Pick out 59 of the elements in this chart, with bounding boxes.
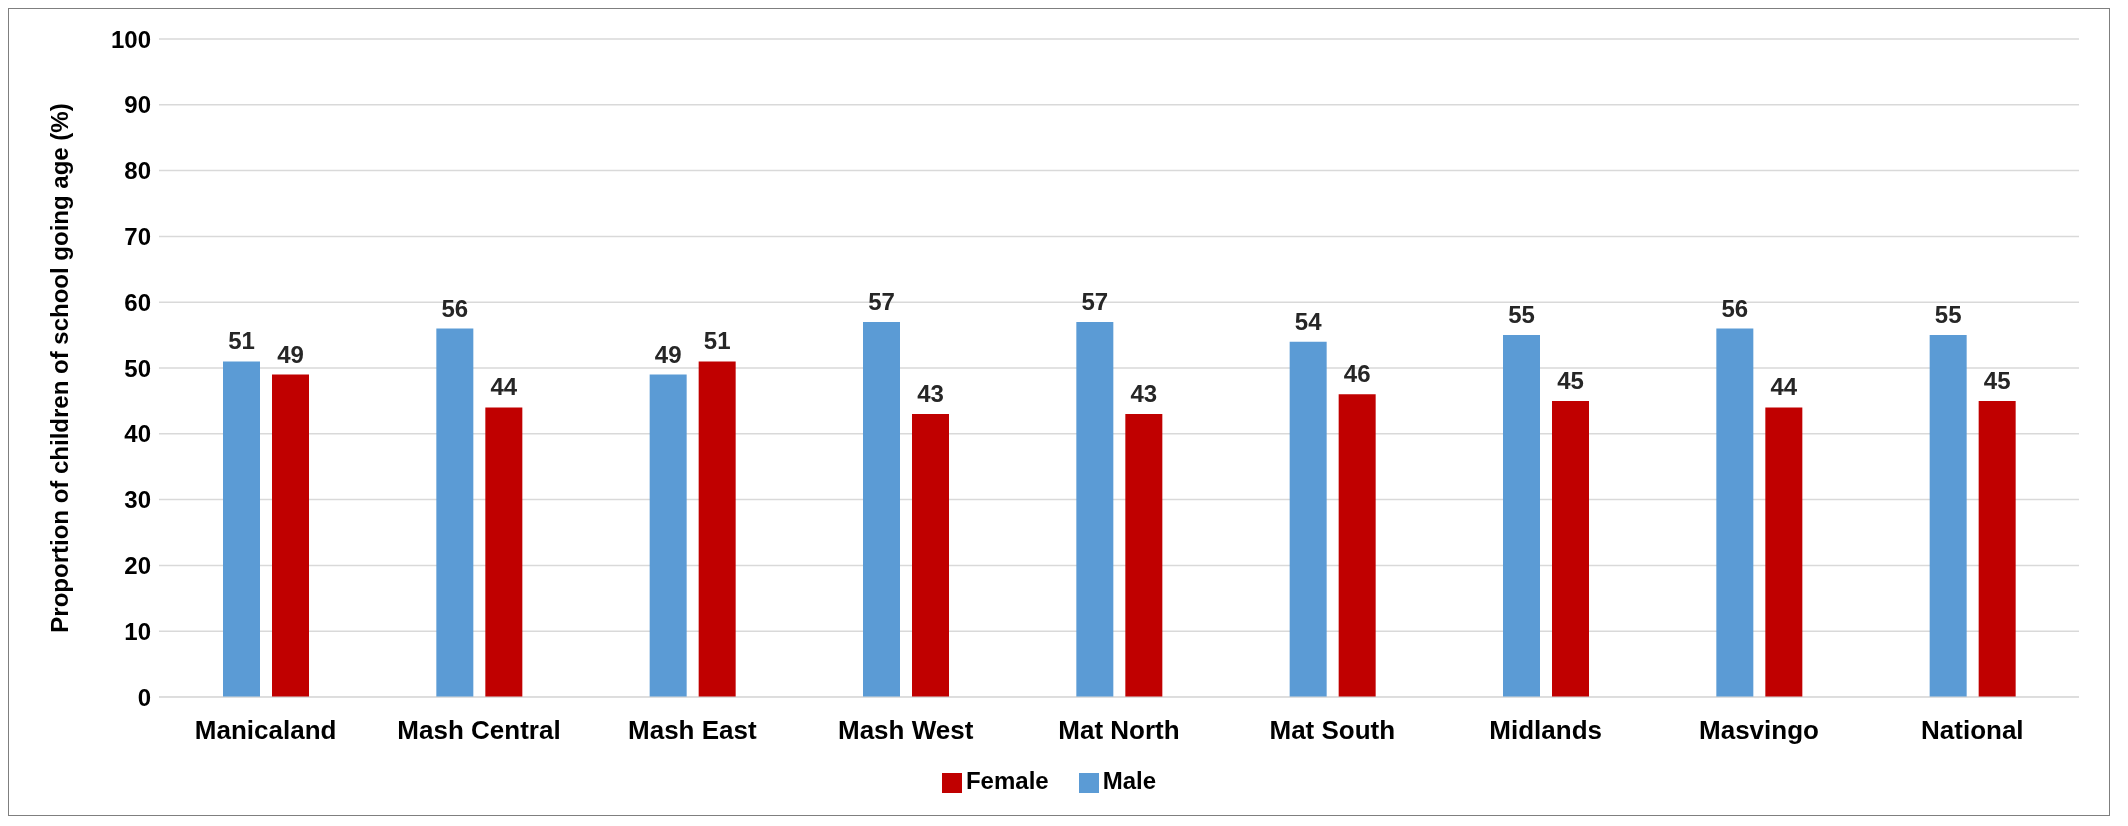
- legend-label: Female: [965, 767, 1049, 794]
- x-tick-label: Masvingo: [1699, 715, 1819, 746]
- data-label: 44: [490, 373, 518, 401]
- bar: [1125, 414, 1163, 697]
- x-tick-label: National: [1921, 715, 2024, 746]
- x-tick-label: Mash Central: [397, 715, 561, 746]
- data-label: 55: [1508, 301, 1535, 329]
- data-label: 43: [1130, 380, 1158, 408]
- x-tick-label: Mat South: [1269, 715, 1396, 746]
- y-tick-label: 100: [110, 25, 151, 53]
- data-label: 51: [703, 327, 731, 355]
- y-tick-label: 60: [124, 288, 151, 316]
- y-tick-label: 0: [137, 683, 151, 711]
- bar: [272, 374, 309, 697]
- data-label: 43: [917, 380, 944, 408]
- data-label: 56: [1721, 294, 1749, 322]
- data-label: 57: [868, 287, 895, 315]
- y-tick-label: 30: [124, 486, 151, 514]
- bar: [698, 361, 736, 697]
- bar: [1503, 335, 1540, 697]
- y-tick-label: 70: [124, 222, 151, 250]
- bar: [223, 361, 260, 697]
- data-label: 49: [277, 340, 304, 368]
- bar: [863, 321, 900, 697]
- data-label: 46: [1343, 360, 1371, 388]
- bar: [1765, 407, 1803, 697]
- data-label: 54: [1294, 307, 1323, 335]
- bar: [1929, 335, 1967, 697]
- y-tick-label: 40: [124, 420, 151, 448]
- bar: [436, 328, 474, 697]
- bar: [1552, 400, 1589, 697]
- bar: [1716, 328, 1754, 697]
- data-label: 44: [1770, 373, 1798, 401]
- x-tick-label: Manicaland: [194, 715, 337, 746]
- x-tick-label: Mash East: [628, 715, 757, 746]
- bar: [1076, 321, 1114, 697]
- data-label: 56: [441, 294, 469, 322]
- bar: [1289, 341, 1327, 697]
- bar: [485, 407, 523, 697]
- data-label: 49: [654, 340, 682, 368]
- bar: [1338, 394, 1376, 697]
- x-tick-label: Midlands: [1489, 715, 1602, 746]
- data-label: 51: [228, 327, 255, 355]
- y-tick-label: 20: [124, 551, 151, 579]
- y-tick-label: 10: [124, 617, 151, 645]
- x-tick-label: Mat North: [1058, 715, 1180, 746]
- legend-label: Male: [1102, 767, 1157, 794]
- data-label: 57: [1081, 287, 1109, 315]
- data-label: 45: [1983, 366, 2011, 394]
- x-tick-label: Mash West: [837, 715, 974, 746]
- y-tick-label: 90: [124, 91, 151, 119]
- bar: [649, 374, 687, 697]
- y-tick-label: 80: [124, 157, 151, 185]
- y-tick-label: 50: [124, 354, 151, 382]
- data-label: 45: [1557, 366, 1584, 394]
- y-axis-title: Proportion of children of school going age (%): [45, 103, 73, 633]
- data-label: 55: [1934, 301, 1962, 329]
- bar: [912, 414, 949, 697]
- bar: [1978, 400, 2016, 697]
